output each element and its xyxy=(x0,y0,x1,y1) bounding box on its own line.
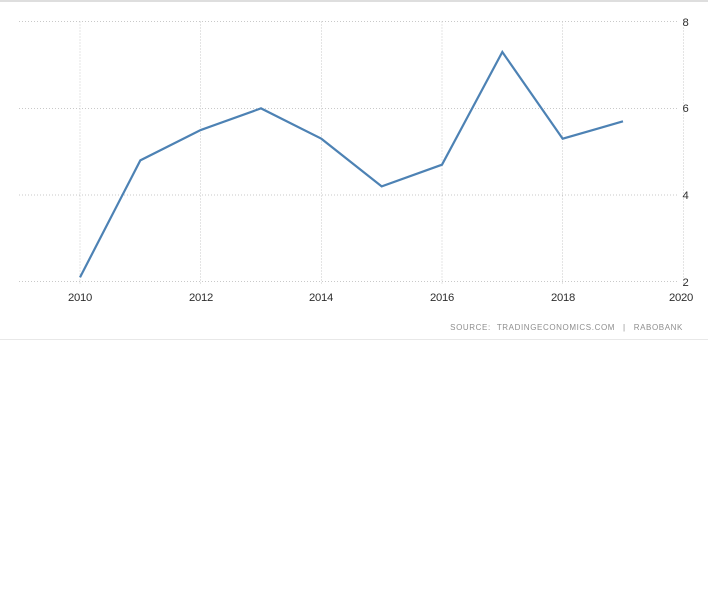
x-axis-tick-labels: 2010 2012 2014 2016 2018 2020 xyxy=(68,292,693,304)
series-line xyxy=(79,49,624,278)
y-tick-2: 2 xyxy=(683,277,689,289)
chart-widget: 2010 2012 2014 2016 2018 2020 8 6 4 2 SO… xyxy=(0,0,708,340)
source-separator: | xyxy=(623,322,626,332)
x-tick-2010: 2010 xyxy=(68,292,92,304)
line-chart[interactable]: 2010 2012 2014 2016 2018 2020 8 6 4 2 xyxy=(0,0,708,340)
y-tick-6: 6 xyxy=(683,103,689,115)
x-tick-2014: 2014 xyxy=(309,292,333,304)
top-bar xyxy=(0,0,708,2)
x-tick-2020: 2020 xyxy=(669,292,693,304)
source-link-rabobank[interactable]: RABOBANK xyxy=(633,322,683,332)
source-attribution: SOURCE: TRADINGECONOMICS.COM | RABOBANK xyxy=(450,321,683,333)
source-link-tradingeconomics[interactable]: TRADINGECONOMICS.COM xyxy=(496,322,616,332)
x-tick-2012: 2012 xyxy=(189,292,213,304)
source-label: SOURCE: xyxy=(450,322,491,332)
gridlines xyxy=(19,21,684,286)
y-axis-tick-labels: 8 6 4 2 xyxy=(683,17,689,289)
y-tick-4: 4 xyxy=(683,190,689,202)
x-tick-2018: 2018 xyxy=(551,292,575,304)
y-tick-8: 8 xyxy=(683,17,689,29)
x-tick-2016: 2016 xyxy=(430,292,454,304)
